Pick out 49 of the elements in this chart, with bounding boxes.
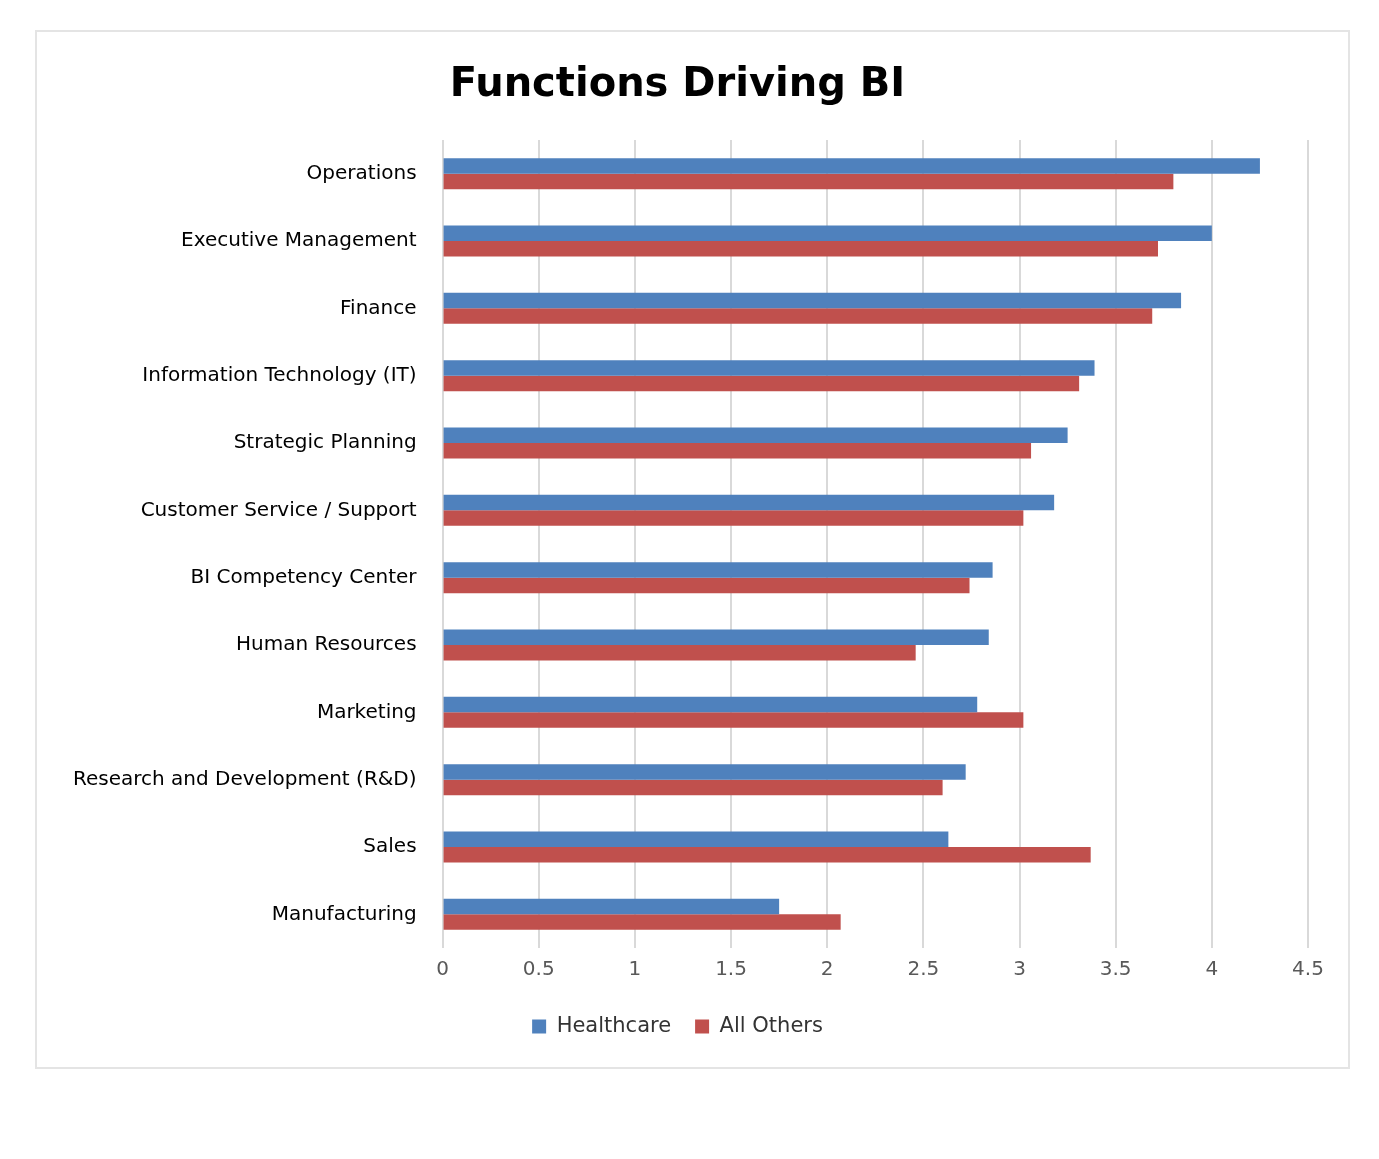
bar [443, 158, 1260, 174]
bar [443, 847, 1091, 863]
bar [443, 308, 1153, 324]
x-tick-label: 3.5 [1099, 956, 1132, 981]
y-tick-label: Research and Development (R&D) [73, 765, 417, 790]
bar [443, 712, 1024, 728]
bar [443, 577, 970, 594]
y-tick-label: Finance [340, 294, 417, 319]
x-tick-label: 2.5 [907, 956, 940, 981]
bar [443, 241, 1158, 257]
y-tick-label: Marketing [316, 698, 417, 723]
y-tick-label: Customer Service / Support [140, 496, 417, 521]
y-tick-label: Human Resources [235, 631, 417, 656]
x-tick-label: 3 [1013, 956, 1026, 981]
x-tick-label: 4 [1205, 956, 1219, 981]
bar [443, 494, 1055, 511]
x-tick-label: 1.5 [715, 956, 747, 981]
x-tick-label: 0.5 [522, 956, 555, 981]
legend-label: Healthcare [556, 1012, 672, 1037]
y-tick-label: BI Competency Center [190, 563, 418, 588]
bar [443, 831, 949, 847]
bar [443, 645, 916, 661]
bar [443, 898, 780, 915]
bar [443, 375, 1080, 392]
bar [443, 914, 841, 930]
bar [443, 764, 966, 780]
bar [443, 779, 943, 796]
bar [443, 225, 1212, 241]
x-tick-label: 0 [436, 956, 449, 981]
bar [443, 629, 989, 645]
bar [443, 510, 1024, 526]
x-tick-label: 2 [820, 956, 834, 981]
y-tick-label: Manufacturing [271, 900, 417, 925]
bar [443, 427, 1068, 443]
legend-label: All Others [719, 1012, 823, 1037]
y-tick-label: Executive Management [181, 227, 417, 252]
x-tick-label: 4.5 [1292, 956, 1324, 981]
bar [443, 292, 1182, 309]
y-tick-label: Strategic Planning [233, 429, 417, 454]
bar [443, 443, 1032, 459]
y-tick-label: Information Technology (IT) [142, 361, 417, 386]
y-tick-label: Sales [363, 833, 417, 858]
bar [443, 696, 978, 713]
chart-title: Functions Driving BI [449, 59, 906, 106]
x-tick-label: 1 [628, 956, 642, 981]
bar [443, 360, 1095, 376]
bar [443, 173, 1174, 190]
bar [443, 562, 993, 578]
y-tick-label: Operations [306, 159, 417, 184]
